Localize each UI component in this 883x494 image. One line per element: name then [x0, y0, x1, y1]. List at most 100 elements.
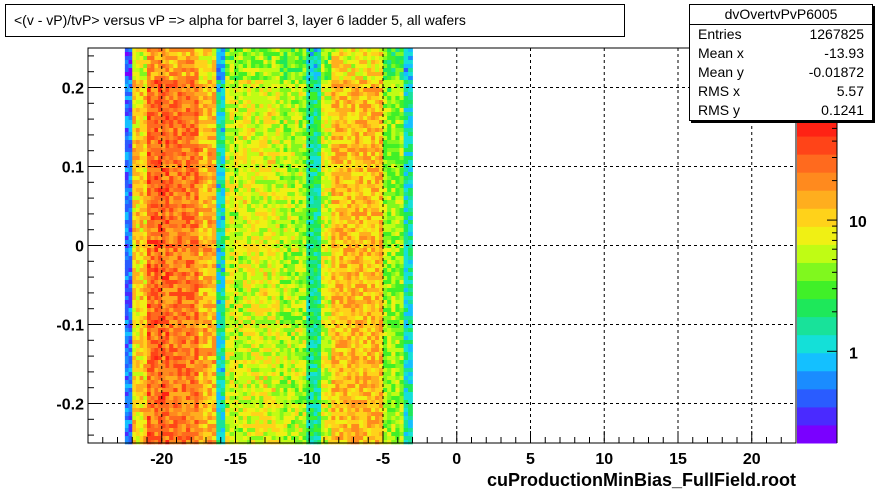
heatmap-cell	[321, 360, 325, 365]
heatmap-cell	[324, 124, 329, 129]
heatmap-cell	[279, 408, 284, 413]
heatmap-cell	[225, 204, 230, 209]
heatmap-cell	[294, 392, 300, 397]
heatmap-cell	[161, 300, 166, 305]
heatmap-cell	[216, 296, 222, 301]
heatmap-cell	[306, 160, 311, 165]
heatmap-cell	[194, 320, 200, 325]
heatmap-cell	[181, 248, 187, 253]
heatmap-cell	[255, 352, 260, 357]
heatmap-cell	[169, 316, 174, 321]
heatmap-cell	[263, 104, 268, 109]
heatmap-cell	[271, 396, 277, 401]
heatmap-cell	[279, 72, 284, 77]
heatmap-cell	[143, 376, 148, 381]
heatmap-cell	[198, 144, 204, 149]
heatmap-cell	[283, 432, 288, 437]
heatmap-cell	[317, 144, 322, 149]
heatmap-cell	[207, 88, 213, 93]
heatmap-cell	[165, 76, 170, 81]
heatmap-cell	[294, 416, 300, 421]
heatmap-cell	[190, 56, 195, 61]
heatmap-cell	[158, 364, 163, 369]
heatmap-cell	[220, 156, 226, 161]
heatmap-cell	[203, 160, 208, 165]
heatmap-cell	[321, 416, 325, 421]
heatmap-cell	[225, 240, 230, 245]
heatmap-cell	[154, 88, 159, 93]
heatmap-cell	[291, 112, 296, 117]
heatmap-cell	[317, 404, 322, 409]
heatmap-cell	[132, 180, 137, 185]
heatmap-cell	[259, 136, 264, 141]
heatmap-cell	[259, 348, 264, 353]
heatmap-cell	[306, 136, 311, 141]
heatmap-cell	[267, 72, 272, 77]
heatmap-cell	[242, 160, 248, 165]
heatmap-cell	[238, 244, 244, 249]
heatmap-cell	[147, 432, 152, 437]
heatmap-cell	[161, 288, 166, 293]
heatmap-cell	[238, 296, 244, 301]
heatmap-cell	[181, 52, 187, 57]
heatmap-cell	[190, 404, 195, 409]
heatmap-cell	[234, 372, 239, 377]
heatmap-cell	[139, 156, 144, 161]
heatmap-cell	[165, 192, 170, 197]
heatmap-cell	[229, 192, 235, 197]
heatmap-cell	[251, 296, 256, 301]
heatmap-cell	[147, 380, 152, 385]
heatmap-cell	[181, 304, 187, 309]
heatmap-cell	[203, 232, 208, 237]
heatmap-cell	[143, 208, 148, 213]
heatmap-cell	[321, 60, 325, 65]
heatmap-cell	[294, 108, 300, 113]
heatmap-cell	[225, 368, 230, 373]
heatmap-cell	[128, 64, 133, 69]
heatmap-cell	[165, 404, 170, 409]
heatmap-cell	[220, 396, 226, 401]
heatmap-cell	[271, 72, 277, 77]
chart-title: <(v - vP)/tvP> versus vP => alpha for ba…	[5, 4, 625, 37]
heatmap-cell	[306, 60, 311, 65]
heatmap-cell	[158, 416, 163, 421]
heatmap-cell	[294, 440, 300, 445]
heatmap-cell	[309, 80, 315, 85]
heatmap-cell	[150, 372, 155, 377]
heatmap-cell	[135, 356, 141, 361]
heatmap-cell	[246, 164, 252, 169]
heatmap-cell	[302, 412, 307, 417]
heatmap-cell	[161, 180, 166, 185]
heatmap-cell	[185, 200, 191, 205]
heatmap-cell	[294, 308, 300, 313]
heatmap-cell	[220, 52, 226, 57]
heatmap-cell	[225, 332, 230, 337]
heatmap-cell	[238, 316, 244, 321]
heatmap-cell	[238, 160, 244, 165]
heatmap-cell	[161, 68, 166, 73]
heatmap-cell	[294, 252, 300, 257]
heatmap-cell	[229, 264, 235, 269]
heatmap-cell	[181, 252, 187, 257]
heatmap-cell	[132, 96, 137, 101]
heatmap-cell	[139, 376, 144, 381]
heatmap-cell	[317, 152, 322, 157]
heatmap-cell	[267, 132, 272, 137]
heatmap-cell	[298, 156, 303, 161]
heatmap-cell	[225, 104, 230, 109]
heatmap-cell	[324, 108, 329, 113]
heatmap-cell	[234, 400, 239, 405]
heatmap-cell	[198, 220, 204, 225]
heatmap-cell	[158, 120, 163, 125]
heatmap-cell	[173, 188, 178, 193]
heatmap-cell	[302, 216, 307, 221]
heatmap-cell	[306, 244, 311, 249]
heatmap-cell	[128, 364, 133, 369]
heatmap-cell	[225, 412, 230, 417]
heatmap-cell	[291, 296, 296, 301]
heatmap-cell	[135, 132, 141, 137]
heatmap-cell	[287, 64, 292, 69]
heatmap-cell	[190, 312, 195, 317]
heatmap-cell	[259, 100, 264, 105]
heatmap-cell	[309, 136, 315, 141]
